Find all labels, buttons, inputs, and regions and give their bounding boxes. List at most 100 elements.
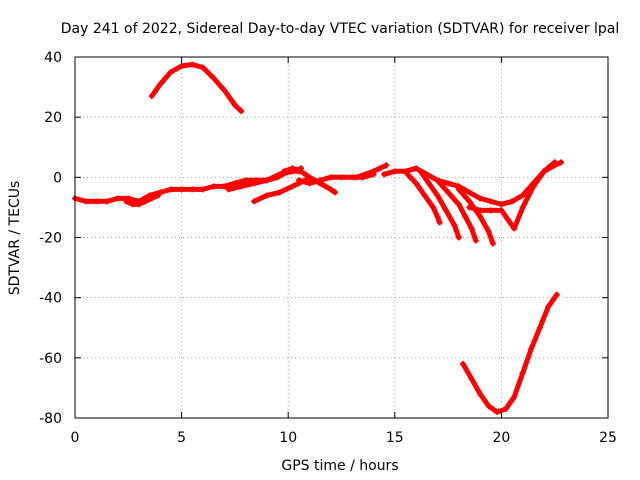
data-point	[434, 213, 441, 220]
axis-ticks: 0 5 10 15 20 25 40 20 0 -20 -40 -60 -80	[39, 50, 617, 446]
data-point	[142, 198, 149, 205]
series-track-drop-c	[434, 177, 479, 244]
data-point	[178, 186, 185, 193]
data-point	[178, 63, 185, 70]
x-tick-label: 15	[386, 430, 404, 446]
data-point	[210, 75, 217, 82]
data-point	[455, 186, 462, 193]
data-point	[519, 369, 526, 376]
data-point	[553, 291, 560, 298]
data-point	[276, 189, 283, 196]
data-point	[530, 183, 537, 190]
data-point	[498, 201, 505, 208]
data-point	[462, 213, 469, 220]
x-tick-label: 0	[71, 430, 80, 446]
data-point	[536, 324, 543, 331]
data-point	[451, 222, 458, 229]
y-tick-label: -40	[39, 291, 62, 307]
data-point	[466, 189, 473, 196]
data-point	[413, 180, 420, 187]
data-point	[370, 168, 377, 175]
data-point	[391, 168, 398, 175]
series-track-arc-high	[148, 61, 245, 115]
x-tick-label: 25	[599, 430, 617, 446]
data-point	[485, 228, 492, 235]
data-point	[434, 177, 441, 184]
chart-title: Day 241 of 2022, Sidereal Day-to-day VTE…	[61, 21, 619, 37]
data-point	[487, 198, 494, 205]
y-tick-label: -20	[39, 231, 62, 247]
series-line	[460, 292, 560, 415]
data-point	[445, 180, 452, 187]
data-point	[485, 402, 492, 409]
data-point	[199, 64, 206, 71]
data-point	[280, 168, 287, 175]
data-point	[238, 108, 245, 115]
data-point	[231, 102, 238, 109]
data-point	[404, 171, 411, 178]
x-tick-label: 20	[492, 430, 510, 446]
data-point	[263, 177, 270, 184]
data-point	[558, 159, 565, 166]
data-point	[434, 192, 441, 199]
data-point	[417, 168, 424, 175]
data-point	[468, 225, 475, 232]
data-point	[167, 186, 174, 193]
data-point	[381, 171, 388, 178]
data-point	[477, 195, 484, 202]
data-point	[504, 216, 511, 223]
data-point	[541, 168, 548, 175]
data-point	[242, 177, 249, 184]
data-point	[551, 159, 558, 166]
data-point	[487, 207, 494, 214]
data-point	[238, 183, 245, 190]
data-series	[72, 61, 565, 415]
data-point	[519, 204, 526, 211]
data-point	[189, 186, 196, 193]
data-point	[327, 186, 334, 193]
data-point	[528, 345, 535, 352]
data-point	[210, 183, 217, 190]
data-point	[383, 162, 390, 169]
data-point	[494, 408, 501, 415]
data-point	[189, 61, 196, 68]
series-track-drop-b	[417, 168, 462, 241]
data-point	[413, 165, 420, 172]
data-point	[306, 180, 313, 187]
data-point	[263, 192, 270, 199]
data-point	[295, 177, 302, 184]
data-point	[436, 219, 443, 226]
data-point	[511, 393, 518, 400]
data-point	[353, 174, 360, 181]
data-point	[332, 189, 339, 196]
data-point	[442, 207, 449, 214]
data-point	[502, 405, 509, 412]
series-track-drop-a	[404, 171, 443, 226]
series-track-drop-d	[455, 186, 496, 247]
data-point	[327, 174, 334, 181]
y-axis-label: SDTVAR / TECUs	[7, 181, 23, 296]
data-point	[498, 207, 505, 214]
y-tick-label: -80	[39, 411, 62, 427]
data-point	[460, 360, 467, 367]
data-point	[376, 165, 383, 172]
data-point	[338, 174, 345, 181]
data-point	[297, 168, 304, 175]
data-point	[221, 87, 228, 94]
y-tick-label: 40	[44, 50, 62, 66]
series-track-dip-early	[123, 192, 162, 208]
data-point	[425, 180, 432, 187]
series-line	[149, 62, 244, 114]
y-tick-label: 20	[44, 110, 62, 126]
data-point	[430, 204, 437, 211]
series-track-v-right	[466, 159, 558, 232]
y-tick-label: -60	[39, 351, 62, 367]
data-point	[221, 183, 228, 190]
data-point	[466, 198, 473, 205]
data-point	[509, 198, 516, 205]
data-point	[472, 237, 479, 244]
data-point	[477, 390, 484, 397]
grid-lines	[75, 57, 608, 418]
data-point	[225, 186, 232, 193]
data-point	[511, 225, 518, 232]
